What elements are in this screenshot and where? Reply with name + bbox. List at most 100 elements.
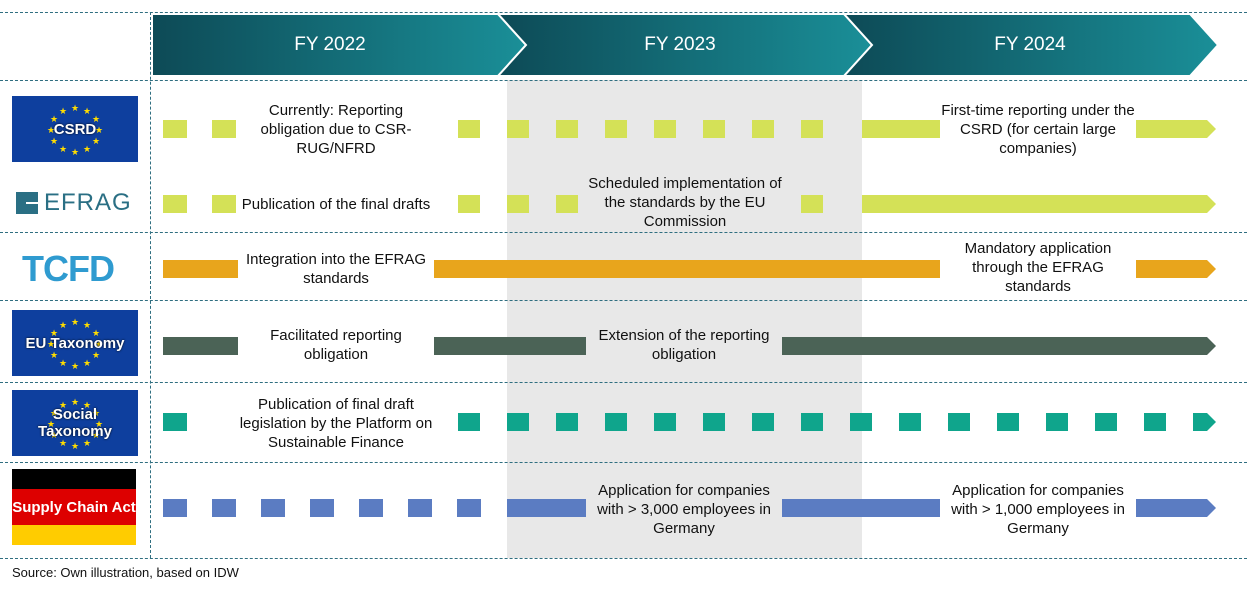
svg-text:★: ★	[71, 442, 79, 452]
social-taxonomy-bar-segment	[654, 413, 676, 431]
flag-stripe-gold	[12, 525, 136, 545]
csrd-bar-segment	[752, 120, 774, 138]
efrag-bar-segment	[163, 195, 187, 213]
grid-line	[0, 558, 1247, 559]
grid-line	[0, 12, 1247, 13]
svg-text:★: ★	[95, 126, 103, 136]
svg-text:★: ★	[50, 431, 58, 441]
year-chevrons	[151, 14, 1220, 76]
supply-chain-bar-segment	[457, 499, 481, 517]
fy2023-band	[507, 80, 862, 558]
csrd-bar-segment	[801, 120, 823, 138]
svg-text:★: ★	[50, 329, 58, 339]
social-taxonomy-bar-segment	[556, 413, 578, 431]
social-taxonomy-bar-segment	[1095, 413, 1117, 431]
efrag-note: Publication of the final drafts	[241, 195, 431, 213]
social-taxonomy-note: Publication of final draft legislation b…	[239, 395, 433, 451]
svg-text:★: ★	[59, 439, 67, 449]
supply-chain-bar-segment	[507, 499, 586, 517]
svg-text:★: ★	[92, 329, 100, 339]
flag-stripe-red	[12, 489, 136, 525]
eu-taxonomy-bar-segment	[782, 337, 1207, 355]
svg-text:★: ★	[83, 321, 91, 331]
social-taxonomy-bar-segment	[899, 413, 921, 431]
svg-text:★: ★	[71, 104, 79, 114]
social-taxonomy-bar-segment	[948, 413, 970, 431]
svg-text:★: ★	[59, 401, 67, 411]
year-label-fy2022: FY 2022	[294, 34, 366, 55]
supply-chain-note: Application for companies with > 3,000 e…	[597, 481, 771, 537]
social-taxonomy-bar-segment	[507, 413, 529, 431]
social-taxonomy-bar-segment	[1144, 413, 1166, 431]
tcfd-bar-segment	[434, 260, 940, 278]
csrd-note: First-time reporting under the CSRD (for…	[941, 101, 1135, 157]
efrag-bar-segment	[507, 195, 529, 213]
tcfd-note: Mandatory application through the EFRAG …	[964, 239, 1112, 295]
tcfd-note: Integration into the EFRAG standards	[245, 251, 427, 287]
svg-text:★: ★	[47, 340, 55, 350]
supply-chain-bar-segment	[408, 499, 432, 517]
eu-taxonomy-bar-segment	[163, 337, 238, 355]
supply-chain-note: Application for companies with > 1,000 e…	[951, 481, 1125, 537]
csrd-bar-segment	[1136, 120, 1207, 138]
svg-text:★: ★	[92, 431, 100, 441]
svg-text:★: ★	[83, 439, 91, 449]
svg-text:★: ★	[71, 398, 79, 408]
social-taxonomy-bar-segment	[458, 413, 480, 431]
social-taxonomy-bar-segment	[163, 413, 187, 431]
grid-line	[0, 300, 1247, 301]
social-taxonomy-bar-segment	[801, 413, 823, 431]
csrd-bar-segment	[605, 120, 627, 138]
efrag-bar-segment	[458, 195, 480, 213]
csrd-bar-segment	[703, 120, 725, 138]
eu-taxonomy-note: Extension of the reporting obligation	[598, 327, 770, 363]
svg-text:★: ★	[59, 359, 67, 369]
svg-text:★: ★	[59, 107, 67, 117]
social-taxonomy-bar-segment	[605, 413, 627, 431]
svg-text:★: ★	[59, 145, 67, 155]
supply-chain-bar-segment	[310, 499, 334, 517]
supply-chain-bar-segment	[782, 499, 940, 517]
csrd-note: Currently: Reporting obligation due to C…	[260, 101, 412, 157]
social-taxonomy-bar-segment	[1193, 413, 1207, 431]
efrag-note: Scheduled implementation of the standard…	[588, 174, 782, 230]
eu-taxonomy-bar-segment	[434, 337, 586, 355]
tcfd-bar-segment	[1136, 260, 1207, 278]
efrag-logo-text: EFRAG	[44, 189, 132, 216]
svg-text:★: ★	[83, 401, 91, 411]
csrd-bar-segment	[507, 120, 529, 138]
flag-stripe-black	[12, 469, 136, 489]
svg-text:★: ★	[47, 420, 55, 430]
source-note: Source: Own illustration, based on IDW	[12, 565, 239, 580]
supply-chain-bar-segment	[163, 499, 187, 517]
csrd-bar-segment	[862, 120, 940, 138]
social-taxonomy-logo-text: Social Taxonomy	[38, 406, 112, 440]
grid-line	[0, 80, 1247, 81]
tcfd-bar-segment	[163, 260, 238, 278]
eu-stars-icon: ★ ★★★ ★★★★ ★★★★	[47, 398, 103, 452]
supply-chain-bar-segment	[261, 499, 285, 517]
eu-taxonomy-arrow-icon	[1207, 337, 1216, 355]
efrag-mark-icon	[16, 192, 38, 214]
csrd-bar-segment	[212, 120, 236, 138]
svg-text:★: ★	[92, 137, 100, 147]
social-taxonomy-bar-segment	[703, 413, 725, 431]
svg-text:★: ★	[71, 318, 79, 328]
eu-stars-icon: ★ ★★★ ★★★★ ★★★★	[47, 318, 103, 372]
svg-text:★: ★	[71, 362, 79, 372]
chevron-fy2023	[496, 14, 874, 76]
efrag-bar-segment	[212, 195, 236, 213]
csrd-logo: ★ ★ ★ ★ ★ ★ ★ ★ ★ ★ ★ ★ CSRD	[12, 96, 138, 162]
svg-text:★: ★	[92, 351, 100, 361]
social-taxonomy-bar-segment	[850, 413, 872, 431]
year-label-fy2023: FY 2023	[644, 34, 716, 55]
svg-text:★: ★	[95, 340, 103, 350]
supply-chain-arrow-icon	[1207, 499, 1216, 517]
svg-text:★: ★	[50, 409, 58, 419]
eu-taxonomy-logo-text: EU Taxonomy	[25, 334, 125, 352]
grid-line	[0, 232, 1247, 233]
csrd-bar-segment	[556, 120, 578, 138]
svg-text:★: ★	[83, 107, 91, 117]
eu-taxonomy-note: Facilitated reporting obligation	[270, 327, 402, 363]
